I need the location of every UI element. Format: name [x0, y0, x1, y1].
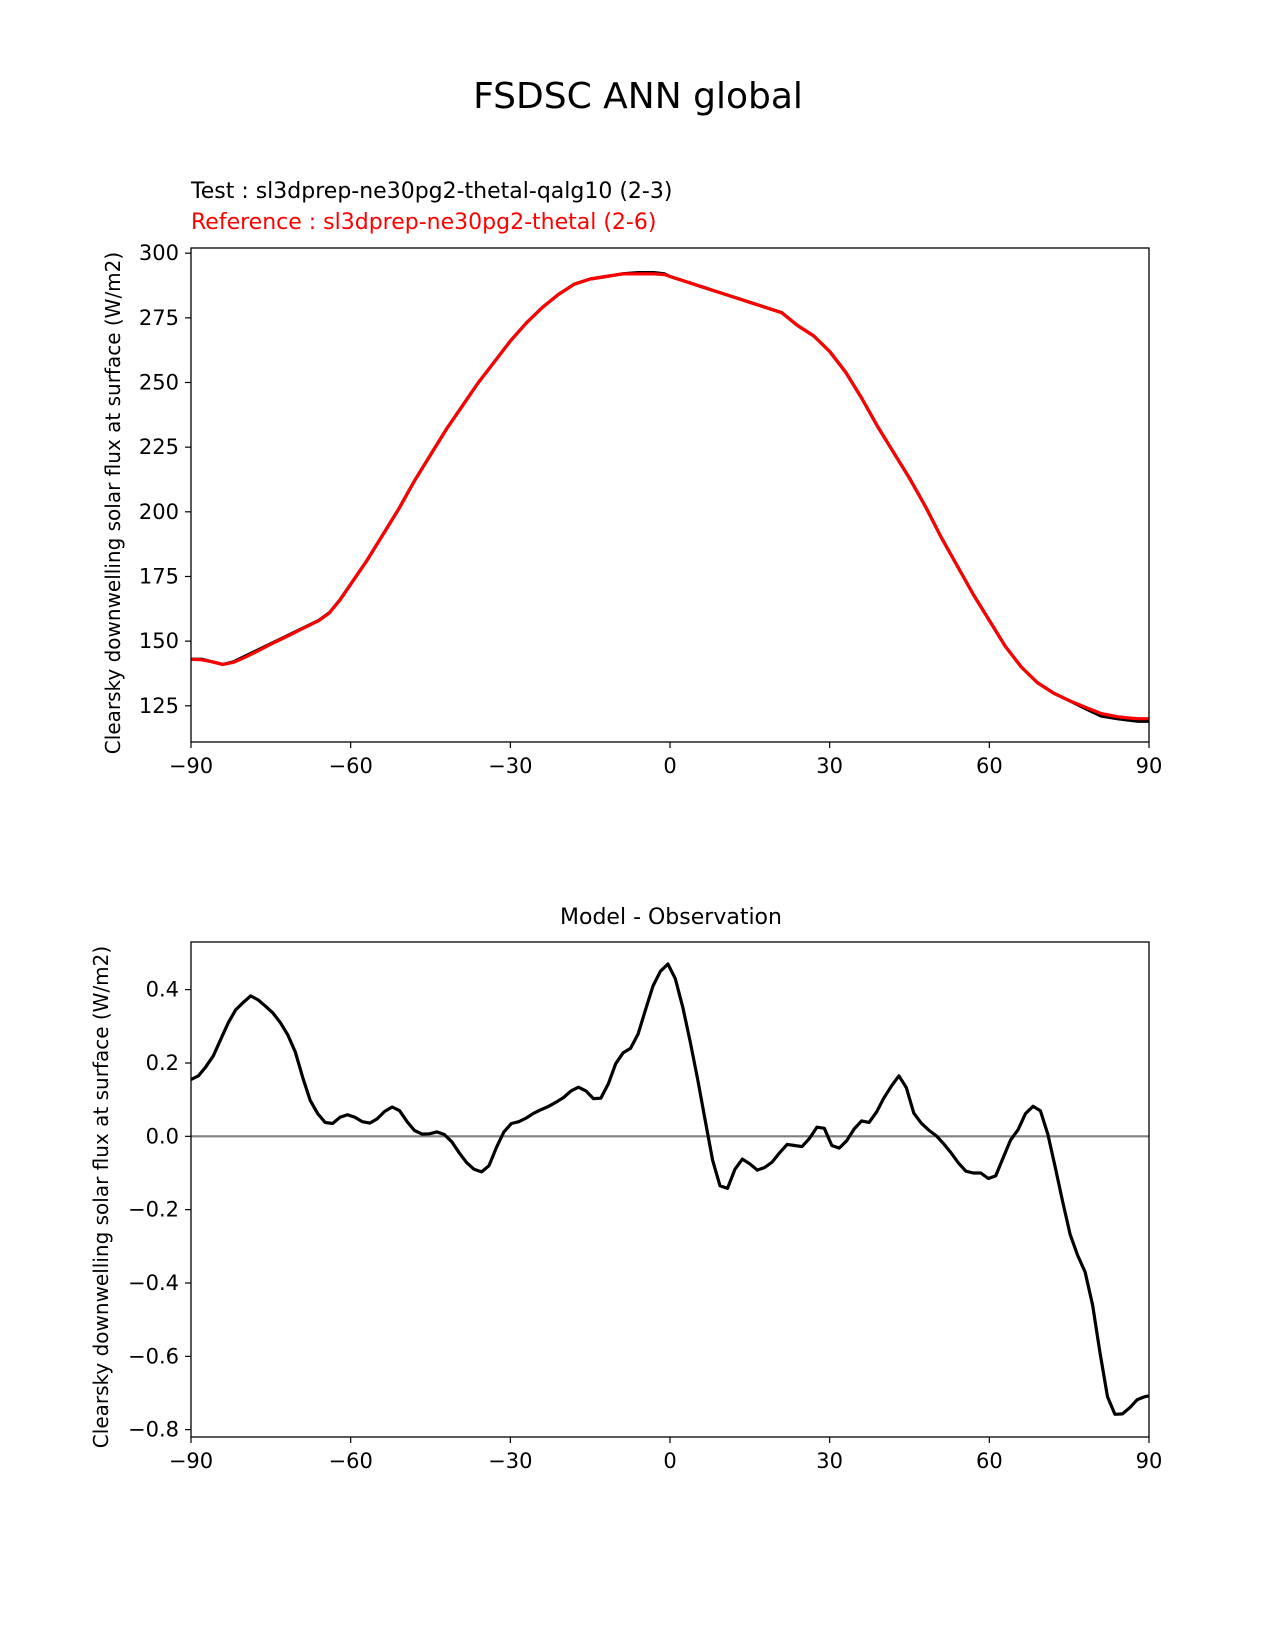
- bottom-axes-frame: [190, 941, 1150, 1438]
- bottom-y-tick-label: −0.2: [128, 1198, 179, 1222]
- top-y-tick-label: 250: [139, 370, 179, 394]
- bottom-y-tick-label: 0.2: [146, 1051, 179, 1075]
- bottom-x-tick-label: 60: [976, 1449, 1003, 1473]
- top-y-axis-label: Clearsky downwelling solar flux at surfa…: [101, 252, 125, 754]
- bottom-x-tick-label: −60: [329, 1449, 373, 1473]
- top-y-tick-label: 275: [139, 306, 179, 330]
- top-x-tick-label: 0: [663, 754, 676, 778]
- top-x-tick-label: 60: [976, 754, 1003, 778]
- bottom-plot-area: −90 −60 −30 0 30 60 90 −0.8 −0.6 −0.4 −0.2 0.0 0.2 0.…: [128, 941, 1163, 1473]
- top-y-tick-label: 175: [139, 564, 179, 588]
- top-chart: Test : sl3dprep-ne30pg2-thetal-qalg10 (2…: [101, 179, 1162, 778]
- bottom-x-tick-label: −30: [488, 1449, 532, 1473]
- bottom-y-tick-label: 0.0: [146, 1124, 179, 1148]
- bottom-chart: Model - Observation Clearsky downwelling…: [89, 905, 1162, 1473]
- top-y-tick-label: 300: [139, 241, 179, 265]
- top-x-tick-label: 90: [1136, 754, 1163, 778]
- top-y-tick-label: 225: [139, 435, 179, 459]
- figure-title: FSDSC ANN global: [473, 76, 803, 117]
- top-x-tick-label: −60: [329, 754, 373, 778]
- bottom-y-axis-label: Clearsky downwelling solar flux at surfa…: [89, 946, 113, 1448]
- bottom-x-tick-label: 0: [663, 1449, 676, 1473]
- top-axes-frame: [190, 247, 1150, 743]
- bottom-x-tick-label: −90: [169, 1449, 213, 1473]
- bottom-y-tick-label: 0.4: [146, 978, 179, 1002]
- bottom-y-tick-label: −0.8: [128, 1418, 179, 1442]
- top-series-line-0: [191, 271, 1149, 723]
- bottom-x-tick-label: 90: [1136, 1449, 1163, 1473]
- top-x-tick-label: 30: [816, 754, 843, 778]
- top-y-tick-label: 200: [139, 500, 179, 524]
- top-y-tick-label: 125: [139, 694, 179, 718]
- bottom-x-tick-label: 30: [816, 1449, 843, 1473]
- top-series-line-1: [190, 272, 1149, 721]
- bottom-y-tick-label: −0.4: [128, 1271, 179, 1295]
- legend-reference-text: Reference : sl3dprep-ne30pg2-thetal (2-6…: [191, 210, 656, 235]
- legend-test-text: Test : sl3dprep-ne30pg2-thetal-qalg10 (2…: [190, 179, 672, 204]
- top-plot-area: −90 −60 −30 0 30 60 90 125 150 175 200 225 250 275 300: [139, 241, 1162, 778]
- top-x-tick-label: −90: [169, 754, 213, 778]
- top-x-tick-label: −30: [488, 754, 532, 778]
- bottom-y-tick-label: −0.6: [128, 1344, 179, 1368]
- bottom-series-line-0: [190, 962, 1150, 1416]
- top-y-tick-label: 150: [139, 629, 179, 653]
- bottom-chart-title: Model - Observation: [560, 905, 782, 930]
